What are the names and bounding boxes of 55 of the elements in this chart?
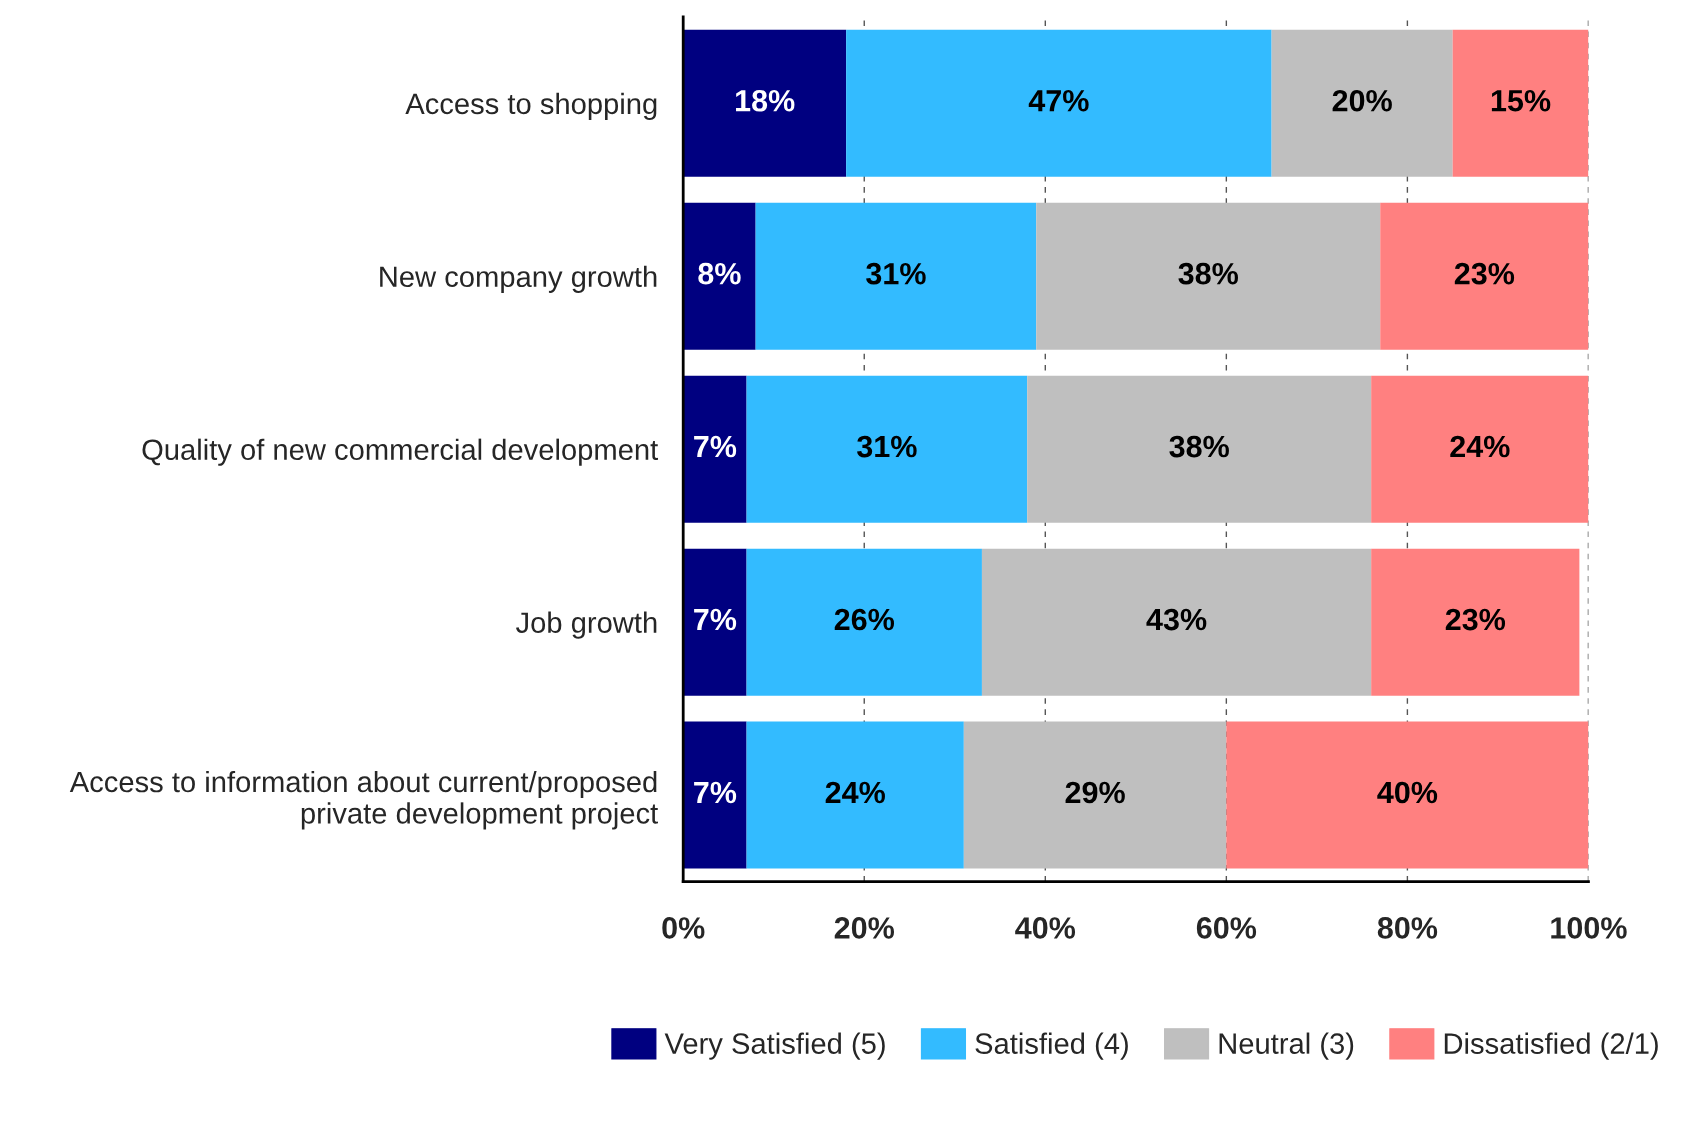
data-label: 43%: [1146, 608, 1207, 631]
bar: [683, 375, 747, 523]
bar: [1036, 202, 1381, 350]
data-label: 24%: [825, 781, 885, 804]
bar: [1371, 548, 1580, 696]
x-tick-label: 0%: [662, 917, 705, 939]
x-tick-label: 20%: [834, 917, 895, 939]
bar: [746, 548, 982, 696]
legend-label: Dissatisfied (2/1): [1444, 1032, 1658, 1060]
y-tick-label: Job growth: [515, 611, 657, 639]
data-label: 20%: [1332, 89, 1392, 112]
y-tick-label: Quality of new commercial development: [142, 438, 659, 466]
bar: [683, 721, 747, 869]
x-tick-label: 60%: [1196, 917, 1257, 939]
data-label: 31%: [866, 262, 926, 285]
bar: [1027, 375, 1372, 523]
y-tick-label: New company growth: [380, 265, 657, 293]
data-label: 47%: [1028, 89, 1089, 112]
data-label: 24%: [1450, 435, 1510, 458]
bar: [683, 202, 756, 350]
x-tick-label: 40%: [1015, 917, 1076, 939]
data-label: 26%: [834, 608, 895, 631]
bar: [981, 548, 1372, 696]
bar: [683, 29, 847, 177]
data-label: 40%: [1377, 781, 1438, 804]
bar: [755, 202, 1037, 350]
legend-label: Very Satisfied (5): [664, 1032, 885, 1060]
data-label: 7%: [694, 781, 737, 804]
bar: [746, 375, 1028, 523]
bar: [746, 721, 964, 869]
bar: [1380, 202, 1589, 350]
data-label: 15%: [1491, 89, 1551, 112]
legend-label: Neutral (3): [1219, 1032, 1354, 1060]
bar: [846, 29, 1272, 177]
bar: [683, 548, 747, 696]
data-label: 7%: [694, 435, 737, 458]
y-tick-label: Access to shopping: [405, 92, 657, 120]
data-label: 18%: [736, 89, 795, 112]
x-tick-label: 80%: [1377, 917, 1438, 939]
data-label: 23%: [1454, 262, 1515, 285]
bar: [1371, 375, 1589, 523]
legend-label: Satisfied (4): [975, 1032, 1128, 1060]
data-label: 7%: [694, 608, 737, 631]
bar: [1452, 29, 1589, 177]
bar: [1271, 29, 1453, 177]
y-tick-label: Access to information about current/proposed private development project: [69, 770, 659, 830]
data-label: 23%: [1445, 608, 1506, 631]
x-tick-label: 100%: [1551, 917, 1627, 939]
bar: [963, 721, 1227, 869]
data-label: 31%: [857, 435, 917, 458]
data-label: 29%: [1065, 781, 1125, 804]
data-label: 38%: [1169, 435, 1229, 458]
data-label: 8%: [698, 262, 741, 285]
bar: [1226, 721, 1589, 869]
data-label: 38%: [1178, 262, 1239, 285]
